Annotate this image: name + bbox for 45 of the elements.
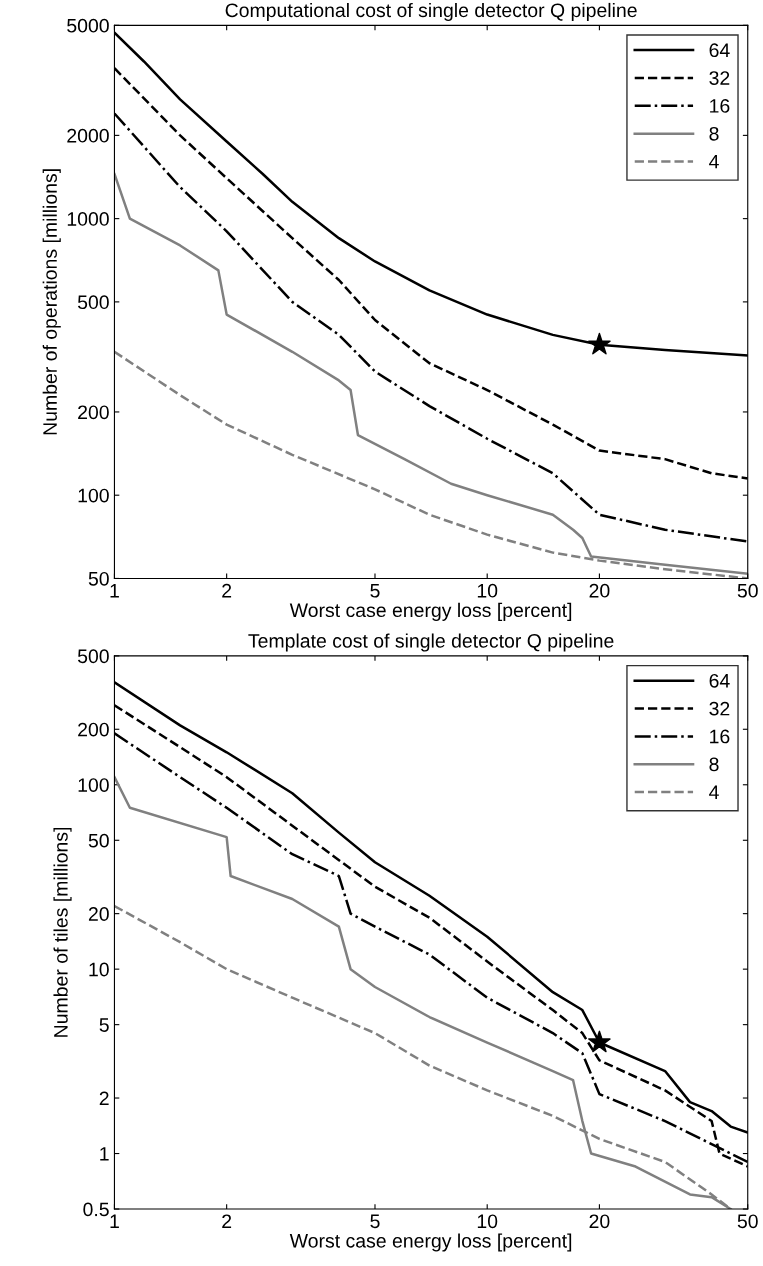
y-tick-label: 5: [99, 1018, 109, 1032]
y-tick-label: 10: [89, 962, 109, 977]
y-tick-label: 2: [99, 1091, 109, 1106]
x-tick-label: 2: [222, 583, 232, 598]
legend-label: 64: [709, 43, 730, 58]
x-tick-label: 5: [370, 584, 380, 598]
chart-title: Computational cost of single detector Q pipeline: [225, 2, 637, 22]
y-tick-label: 50: [88, 833, 109, 848]
legend-label: 4: [709, 154, 719, 169]
x-tick-label: 10: [477, 583, 498, 598]
x-axis-title: Worst case energy loss [percent]: [289, 1233, 572, 1252]
y-tick-label: 2000: [67, 128, 109, 143]
x-tick-label: 2: [222, 1214, 232, 1228]
y-tick-label: 500: [77, 649, 109, 664]
legend-label: 32: [709, 701, 730, 716]
y-tick-label: 100: [78, 488, 109, 503]
legend-label: 16: [710, 729, 730, 744]
x-tick-label: 1: [110, 584, 119, 598]
y-tick-label: 20: [88, 907, 109, 921]
x-tick-label: 5: [370, 1214, 380, 1229]
chart-title: Template cost of single detector Q pipeline: [248, 633, 614, 652]
x-tick-label: 50: [737, 583, 758, 598]
legend-label: 8: [709, 126, 719, 141]
y-tick-label: 5000: [67, 18, 109, 33]
legend-label: 64: [709, 673, 730, 688]
y-tick-label: 200: [78, 722, 109, 737]
y-tick-label: 100: [78, 778, 109, 793]
y-axis-title: Number of operations [millions]: [42, 169, 61, 435]
y-tick-label: 50: [88, 571, 109, 586]
legend-label: 16: [710, 99, 730, 113]
x-tick-label: 1: [110, 1214, 119, 1228]
legend-label: 8: [709, 757, 719, 772]
y-tick-label: 500: [77, 295, 109, 310]
x-tick-label: 20: [589, 1214, 610, 1229]
x-tick-label: 10: [477, 1214, 498, 1229]
y-tick-label: 200: [78, 405, 109, 420]
x-tick-label: 20: [589, 583, 610, 598]
y-tick-label: 1: [100, 1147, 109, 1161]
y-tick-label: 0.5: [83, 1202, 109, 1217]
legend-label: 4: [709, 785, 719, 799]
x-axis-title: Worst case energy loss [percent]: [289, 602, 572, 621]
y-tick-label: 1000: [67, 212, 109, 226]
x-tick-label: 50: [737, 1214, 758, 1229]
y-axis-title: Number of tiles [millions]: [53, 827, 72, 1037]
legend-label: 32: [709, 71, 730, 85]
